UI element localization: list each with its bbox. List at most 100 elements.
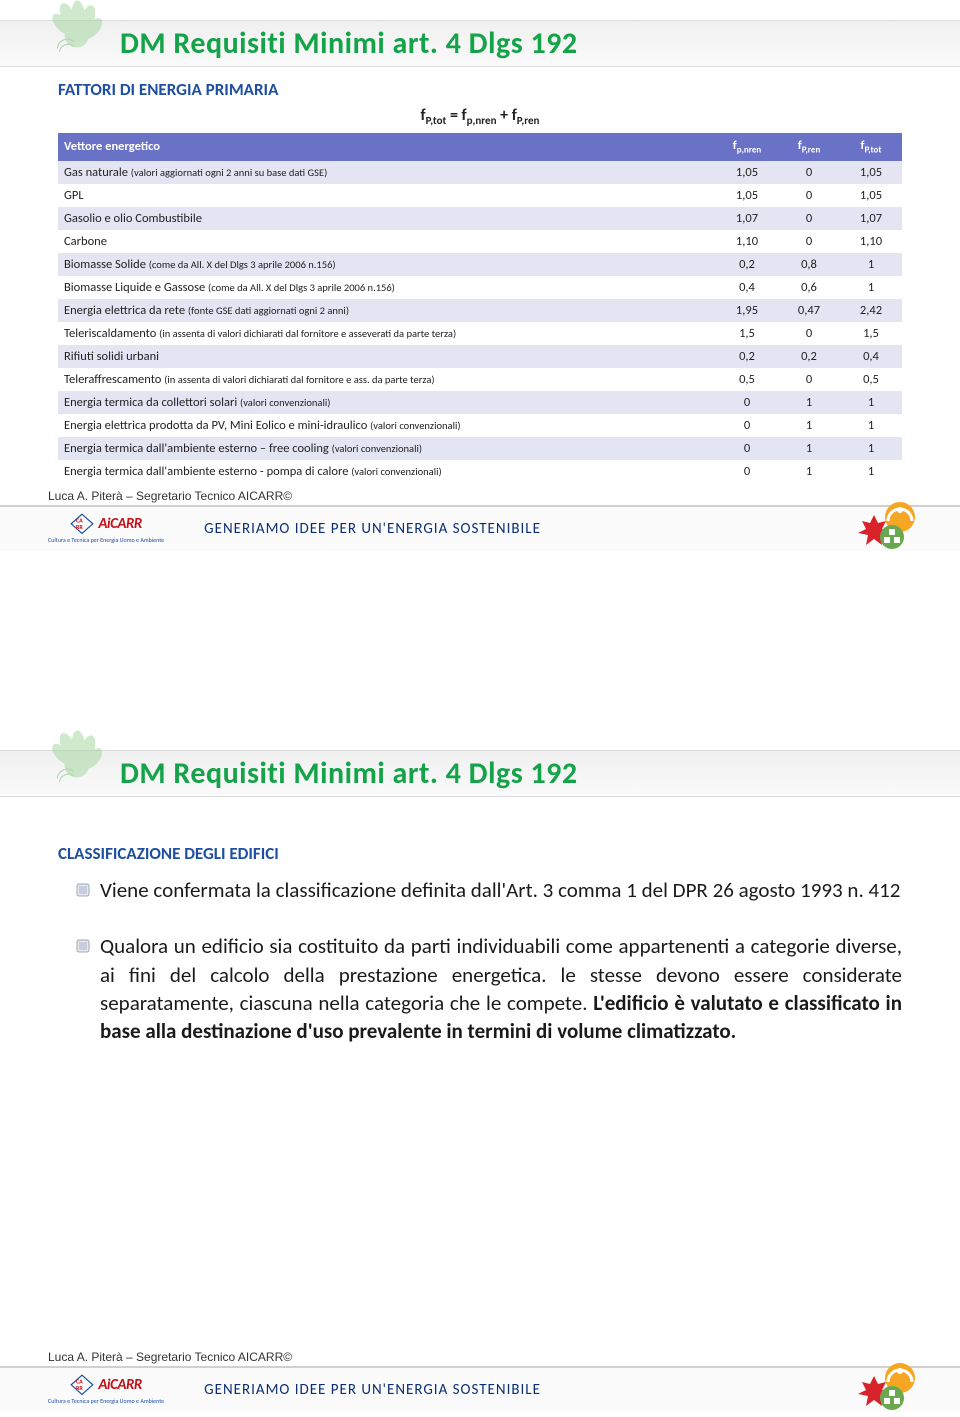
slide-2: DM Requisiti Minimi art. 4 Dlgs 192 CLAS…: [0, 680, 960, 1367]
slide-2-content: CLASSIFICAZIONE DEGLI EDIFICI Viene conf…: [0, 809, 960, 1046]
table-row: Energia termica da collettori solari (va…: [58, 391, 902, 414]
slide-title: DM Requisiti Minimi art. 4 Dlgs 192: [120, 755, 960, 792]
row-value: 1,10: [716, 230, 778, 253]
badge-icons: [850, 1362, 920, 1412]
formula: fP,tot = fp,nren + fP,ren: [58, 106, 902, 127]
table-body: Gas naturale (valori aggiornati ogni 2 a…: [58, 161, 902, 483]
row-value: 1: [840, 391, 902, 414]
row-value: 1: [778, 437, 840, 460]
row-value: 0: [716, 437, 778, 460]
row-value: 1,07: [840, 207, 902, 230]
logo-text: AiCARR: [98, 1376, 142, 1394]
logo-subtext: Cultura e Tecnica per Energia Uomo e Amb…: [48, 1397, 164, 1405]
row-value: 1,10: [840, 230, 902, 253]
energy-table: Vettore energetico fp,nren fP,ren fP,tot…: [58, 133, 902, 483]
row-value: 1,05: [716, 184, 778, 207]
table-row: Energia elettrica prodotta da PV, Mini E…: [58, 414, 902, 437]
bullet-text: Viene confermata la classificazione defi…: [100, 876, 900, 904]
row-value: 1: [840, 460, 902, 483]
th-nren: fp,nren: [716, 133, 778, 161]
row-value: 0: [778, 161, 840, 184]
row-value: 1,05: [840, 184, 902, 207]
row-value: 1: [778, 460, 840, 483]
table-row: Biomasse Solide (come da All. X del Dlgs…: [58, 253, 902, 276]
row-value: 2,42: [840, 299, 902, 322]
row-value: 0,2: [716, 253, 778, 276]
svg-text:RR: RR: [76, 1384, 83, 1392]
table-row: Energia termica dall'ambiente esterno – …: [58, 437, 902, 460]
row-value: 1: [840, 276, 902, 299]
row-label: Energia elettrica prodotta da PV, Mini E…: [58, 414, 716, 437]
credit-line: Luca A. Piterà – Segretario Tecnico AICA…: [0, 483, 960, 505]
row-value: 1: [840, 253, 902, 276]
section-label: CLASSIFICAZIONE DEGLI EDIFICI: [58, 843, 902, 864]
row-value: 0: [778, 184, 840, 207]
table-row: Rifiuti solidi urbani0,20,20,4: [58, 345, 902, 368]
table-row: Energia termica dall'ambiente esterno - …: [58, 460, 902, 483]
footer-bar: CA RR AiCARR Cultura e Tecnica per Energ…: [0, 1366, 960, 1412]
bullet-text: Qualora un edificio sia costituito da pa…: [100, 932, 902, 1045]
slide-title: DM Requisiti Minimi art. 4 Dlgs 192: [120, 25, 960, 62]
logo-mark: CA RR AiCARR: [70, 513, 142, 535]
svg-text:RR: RR: [76, 523, 83, 531]
th-vector: Vettore energetico: [58, 133, 716, 161]
credit-line: Luca A. Piterà – Segretario Tecnico AICA…: [0, 1344, 960, 1366]
row-value: 1,05: [840, 161, 902, 184]
logo-subtext: Cultura e Tecnica per Energia Uomo e Amb…: [48, 536, 164, 544]
table-row: Carbone1,1001,10: [58, 230, 902, 253]
row-label: Biomasse Solide (come da All. X del Dlgs…: [58, 253, 716, 276]
tagline: GENERIAMO IDEE PER UN'ENERGIA SOSTENIBIL…: [204, 1381, 541, 1399]
row-label: Rifiuti solidi urbani: [58, 345, 716, 368]
table-row: Gasolio e olio Combustibile1,0701,07: [58, 207, 902, 230]
table-row: Biomasse Liquide e Gassose (come da All.…: [58, 276, 902, 299]
leaf-icon: [46, 727, 102, 783]
row-value: 0,4: [840, 345, 902, 368]
row-value: 0: [778, 368, 840, 391]
logo-icon: CA RR: [70, 513, 94, 535]
row-value: 0,5: [840, 368, 902, 391]
section-label: FATTORI DI ENERGIA PRIMARIA: [58, 79, 902, 100]
row-value: 0,6: [778, 276, 840, 299]
row-value: 1: [840, 437, 902, 460]
row-label: Energia termica da collettori solari (va…: [58, 391, 716, 414]
row-label: Carbone: [58, 230, 716, 253]
row-value: 1: [840, 414, 902, 437]
bullet-item: Qualora un edificio sia costituito da pa…: [76, 932, 902, 1045]
title-bar: DM Requisiti Minimi art. 4 Dlgs 192: [0, 20, 960, 67]
logo-mark: CA RR AiCARR: [70, 1374, 142, 1396]
row-value: 1: [778, 414, 840, 437]
row-value: 0,4: [716, 276, 778, 299]
row-label: Energia termica dall'ambiente esterno - …: [58, 460, 716, 483]
row-label: Gas naturale (valori aggiornati ogni 2 a…: [58, 161, 716, 184]
table-row: Gas naturale (valori aggiornati ogni 2 a…: [58, 161, 902, 184]
slide-1: DM Requisiti Minimi art. 4 Dlgs 192 FATT…: [0, 0, 960, 680]
row-value: 0: [778, 230, 840, 253]
row-value: 0: [778, 207, 840, 230]
row-value: 1,5: [840, 322, 902, 345]
row-value: 1,07: [716, 207, 778, 230]
table-row: GPL1,0501,05: [58, 184, 902, 207]
logo: CA RR AiCARR Cultura e Tecnica per Energ…: [48, 1374, 164, 1405]
row-label: Biomasse Liquide e Gassose (come da All.…: [58, 276, 716, 299]
th-ren: fP,ren: [778, 133, 840, 161]
row-label: GPL: [58, 184, 716, 207]
logo: CA RR AiCARR Cultura e Tecnica per Energ…: [48, 513, 164, 544]
row-value: 1,5: [716, 322, 778, 345]
bullet-item: Viene confermata la classificazione defi…: [76, 876, 902, 904]
row-label: Gasolio e olio Combustibile: [58, 207, 716, 230]
bullet-icon: [76, 883, 90, 897]
table-row: Energia elettrica da rete (fonte GSE dat…: [58, 299, 902, 322]
row-value: 1,95: [716, 299, 778, 322]
row-value: 0: [778, 322, 840, 345]
logo-text: AiCARR: [98, 515, 142, 533]
footer-bar: CA RR AiCARR Cultura e Tecnica per Energ…: [0, 505, 960, 551]
row-label: Energia elettrica da rete (fonte GSE dat…: [58, 299, 716, 322]
table-header-row: Vettore energetico fp,nren fP,ren fP,tot: [58, 133, 902, 161]
row-value: 0,8: [778, 253, 840, 276]
row-value: 0,47: [778, 299, 840, 322]
bullet-icon: [76, 939, 90, 953]
logo-icon: CA RR: [70, 1374, 94, 1396]
row-value: 0,2: [716, 345, 778, 368]
bullet-list: Viene confermata la classificazione defi…: [58, 876, 902, 1046]
row-label: Energia termica dall'ambiente esterno – …: [58, 437, 716, 460]
